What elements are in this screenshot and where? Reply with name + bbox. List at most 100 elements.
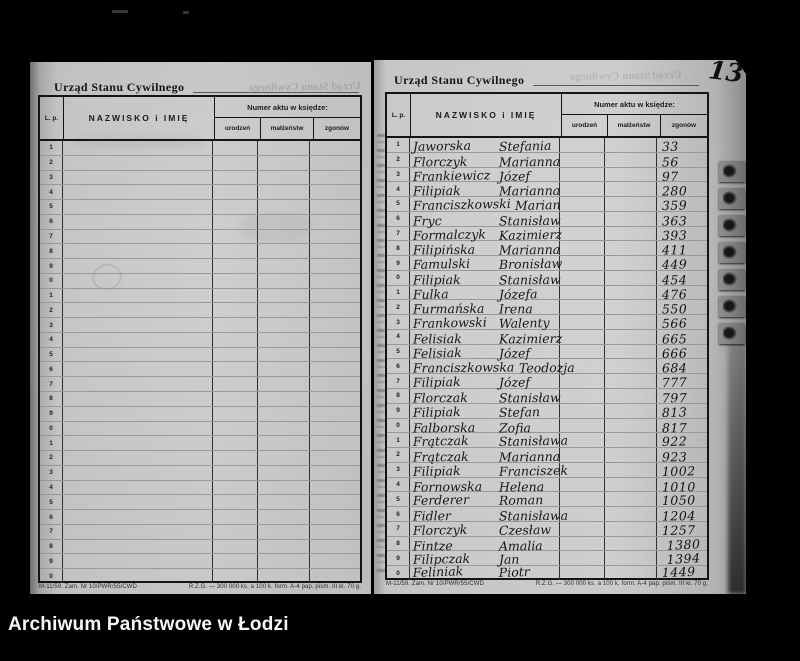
row-number: 3 — [387, 462, 410, 477]
table-row: 9 Filipiak Stefan 813 — [387, 403, 707, 420]
row-number: 3 — [387, 315, 410, 329]
index-tabs — [719, 161, 746, 350]
deaths-cell: 684 — [657, 359, 707, 376]
title-underline — [533, 84, 699, 86]
name-cell: Filipiak Franciszek — [410, 462, 569, 478]
name-cell — [63, 510, 213, 524]
row-number: 5 — [387, 344, 410, 359]
marriages-cell — [258, 170, 310, 185]
name-cell: Filipiak Józef — [410, 374, 560, 391]
births-cell — [560, 448, 605, 462]
given-name-text: Bronisław — [499, 255, 563, 273]
deaths-cell: 817 — [657, 419, 707, 436]
marriages-cell — [605, 403, 657, 418]
given-name-text: Roman — [499, 492, 544, 509]
births-cell — [560, 433, 605, 448]
given-name-text: Walenty — [499, 315, 551, 332]
surname-text: Frątczak — [412, 433, 469, 450]
deaths-cell: 550 — [657, 300, 707, 317]
table-row: 1 Jaworska Stefania 33 — [387, 138, 707, 154]
row-number: 7 — [387, 226, 410, 241]
table-row: 1 Frątczak Stanisława 922 — [387, 433, 707, 450]
marriages-cell — [605, 300, 657, 315]
footer-print-spec: R.Z.G. — 300 000 ks. a 100 k. form. A-4 … — [188, 584, 361, 590]
name-cell: Filipczak Jan — [410, 551, 560, 567]
table-row: 6 Fidler Stanisława 1204 — [387, 507, 707, 524]
marriages-cell — [605, 329, 657, 344]
deaths-cell: 393 — [657, 227, 707, 243]
marriages-cell — [605, 418, 657, 433]
name-cell: Filipińska Marianna — [410, 241, 561, 258]
births-cell — [560, 211, 605, 226]
births-cell — [213, 451, 258, 465]
deaths-cell — [310, 333, 360, 347]
name-cell — [63, 229, 213, 244]
death-act-number: 817 — [661, 419, 688, 436]
given-name-text: Józef — [499, 374, 531, 391]
deaths-cell — [310, 525, 360, 539]
name-cell: Ferderer Roman — [410, 492, 560, 509]
deaths-cell — [310, 481, 360, 495]
table-row: 0 Filipiak Stanisław 454 — [387, 270, 707, 288]
marriages-cell — [258, 185, 310, 200]
given-name-text: Teodozja — [518, 360, 575, 376]
marriages-cell — [605, 566, 657, 580]
deaths-cell — [310, 569, 360, 583]
given-name-text: Kazimierz — [499, 330, 563, 347]
death-act-number: 777 — [661, 374, 688, 391]
death-act-number: 1010 — [661, 478, 696, 495]
births-cell — [213, 200, 258, 214]
table-row: 0 — [40, 421, 360, 437]
name-cell: Fintze Amalia — [410, 536, 560, 553]
deaths-cell: 665 — [657, 330, 707, 346]
births-cell — [213, 288, 258, 303]
name-cell — [63, 421, 213, 436]
marriages-cell — [605, 315, 657, 329]
name-cell: Fulka Józefa — [410, 285, 560, 302]
row-number: 2 — [387, 152, 410, 167]
name-cell — [63, 436, 213, 451]
row-number: 6 — [40, 510, 63, 524]
marriages-cell — [605, 226, 657, 241]
surname-text: Florczyk — [412, 521, 468, 538]
surname-text: Franciszkowski — [412, 196, 511, 214]
surname-text: Felisiak — [412, 330, 462, 347]
name-cell — [63, 288, 213, 303]
death-act-number: 476 — [661, 286, 688, 302]
table-row: 4 — [40, 185, 360, 201]
births-cell — [213, 421, 258, 436]
row-number: 5 — [387, 197, 410, 211]
marriages-cell — [605, 521, 657, 536]
table-row: 8 — [40, 539, 360, 555]
row-number: 5 — [40, 200, 63, 214]
births-cell — [560, 566, 605, 580]
marriages-cell — [605, 507, 657, 521]
births-cell — [213, 303, 258, 318]
col-header-lp: L. p. — [387, 94, 411, 136]
births-cell — [560, 329, 605, 344]
row-number: 7 — [40, 524, 63, 539]
given-name-text: Marian — [515, 197, 562, 214]
row-number: 2 — [387, 300, 410, 315]
row-number: 6 — [387, 507, 410, 521]
death-act-number: 393 — [661, 227, 688, 243]
row-number: 6 — [40, 214, 63, 229]
marriages-cell — [605, 285, 657, 300]
death-act-number: 923 — [661, 449, 688, 465]
surname-text: Filipiak — [412, 271, 461, 288]
table-row: 5 — [40, 200, 360, 215]
row-number: 4 — [40, 185, 63, 200]
row-number: 9 — [40, 554, 63, 569]
births-cell — [560, 418, 605, 433]
table-row: 1 — [40, 141, 360, 156]
births-cell — [560, 167, 605, 182]
table-row: 1 — [40, 436, 360, 452]
table-row: 3 Frankiewicz Józef 97 — [387, 167, 707, 184]
table-row: 1 — [40, 288, 360, 304]
name-cell — [63, 273, 213, 288]
deaths-cell — [310, 303, 360, 317]
table-row: 6 — [40, 362, 360, 378]
form-header: Urząd Stanu Cywilnego — [394, 73, 699, 88]
deaths-cell — [310, 348, 360, 362]
row-number: 4 — [40, 332, 63, 347]
